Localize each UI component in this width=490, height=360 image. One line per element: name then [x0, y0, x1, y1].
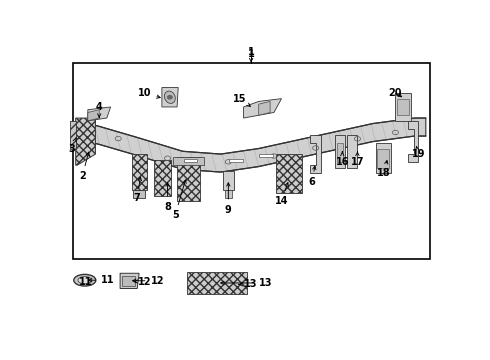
Text: 8: 8: [164, 183, 171, 212]
Polygon shape: [187, 272, 247, 294]
Polygon shape: [120, 273, 139, 288]
Text: 9: 9: [225, 183, 232, 215]
Text: 10: 10: [138, 88, 160, 98]
Polygon shape: [133, 190, 145, 198]
Text: 14: 14: [275, 183, 289, 206]
Text: 18: 18: [377, 161, 391, 179]
Polygon shape: [131, 154, 147, 190]
Polygon shape: [376, 143, 391, 174]
Polygon shape: [173, 157, 204, 165]
Polygon shape: [222, 171, 234, 190]
Text: 15: 15: [233, 94, 250, 106]
Text: 16: 16: [336, 152, 349, 167]
Polygon shape: [177, 157, 200, 201]
Text: 13: 13: [220, 278, 272, 288]
Text: 12: 12: [134, 276, 151, 287]
Text: 19: 19: [412, 146, 425, 159]
Text: 4: 4: [96, 102, 102, 118]
Ellipse shape: [78, 276, 92, 284]
Polygon shape: [244, 99, 281, 118]
Polygon shape: [224, 190, 232, 198]
Polygon shape: [122, 276, 135, 286]
Text: 13: 13: [239, 279, 258, 289]
Polygon shape: [71, 121, 75, 149]
Polygon shape: [377, 149, 390, 168]
Polygon shape: [335, 135, 345, 168]
Polygon shape: [397, 99, 409, 115]
Bar: [184, 159, 197, 162]
Text: 3: 3: [69, 138, 76, 153]
Ellipse shape: [165, 91, 175, 103]
Text: 17: 17: [351, 152, 364, 167]
Polygon shape: [76, 118, 426, 172]
Bar: [73, 63, 430, 260]
Polygon shape: [347, 135, 357, 168]
Text: 12: 12: [133, 276, 164, 286]
Text: 5: 5: [172, 180, 186, 220]
Polygon shape: [276, 154, 302, 193]
Text: 20: 20: [389, 88, 402, 98]
Text: 11: 11: [79, 276, 93, 287]
Ellipse shape: [74, 274, 96, 286]
Text: 1: 1: [248, 49, 254, 59]
Text: 7: 7: [134, 177, 142, 203]
Polygon shape: [75, 118, 96, 165]
Text: 11: 11: [89, 275, 115, 285]
Polygon shape: [337, 143, 343, 162]
Polygon shape: [88, 107, 111, 121]
Polygon shape: [154, 159, 171, 195]
Circle shape: [168, 96, 172, 99]
Bar: [229, 159, 243, 162]
Text: 1: 1: [248, 46, 254, 62]
Text: 6: 6: [309, 166, 316, 187]
Polygon shape: [259, 102, 270, 115]
Polygon shape: [408, 121, 418, 162]
Polygon shape: [88, 110, 99, 121]
Bar: [260, 154, 273, 157]
Text: 2: 2: [79, 152, 90, 181]
Polygon shape: [395, 93, 411, 121]
Polygon shape: [162, 87, 178, 107]
Polygon shape: [310, 135, 321, 174]
